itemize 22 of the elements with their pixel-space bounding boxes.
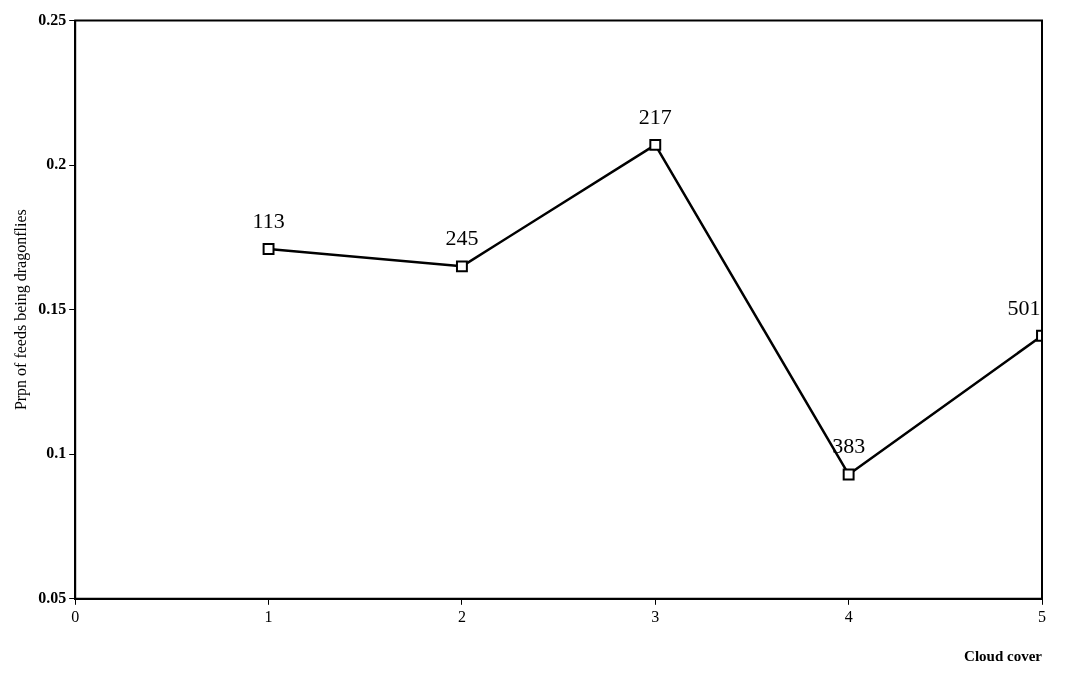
y-axis-title: Prpn of feeds being dragonflies — [11, 209, 30, 411]
y-tick-label: 0.25 — [38, 10, 67, 28]
x-tick-label: 5 — [1038, 607, 1046, 625]
x-tick-label: 1 — [264, 607, 273, 625]
annotation: 383 — [832, 433, 866, 459]
point — [262, 243, 275, 255]
annotation: 217 — [638, 103, 672, 129]
annotation: 501 — [1007, 294, 1041, 320]
x-axis-title: Cloud cover — [964, 647, 1043, 664]
y-tick-label: 0.15 — [38, 299, 67, 317]
y-tick-label: 0.05 — [38, 588, 67, 606]
x-tick-label: 0 — [71, 607, 80, 625]
annotation: 245 — [445, 225, 479, 251]
point — [649, 138, 662, 151]
y-tick-label: 0.2 — [46, 155, 67, 173]
y-tick-label: 0.1 — [46, 444, 67, 462]
x-tick-label: 3 — [651, 607, 660, 625]
x-tick-label: 2 — [457, 607, 466, 625]
point — [455, 260, 468, 273]
x-tick-label: 4 — [844, 607, 853, 625]
point — [842, 468, 855, 481]
annotation: 113 — [252, 207, 285, 233]
